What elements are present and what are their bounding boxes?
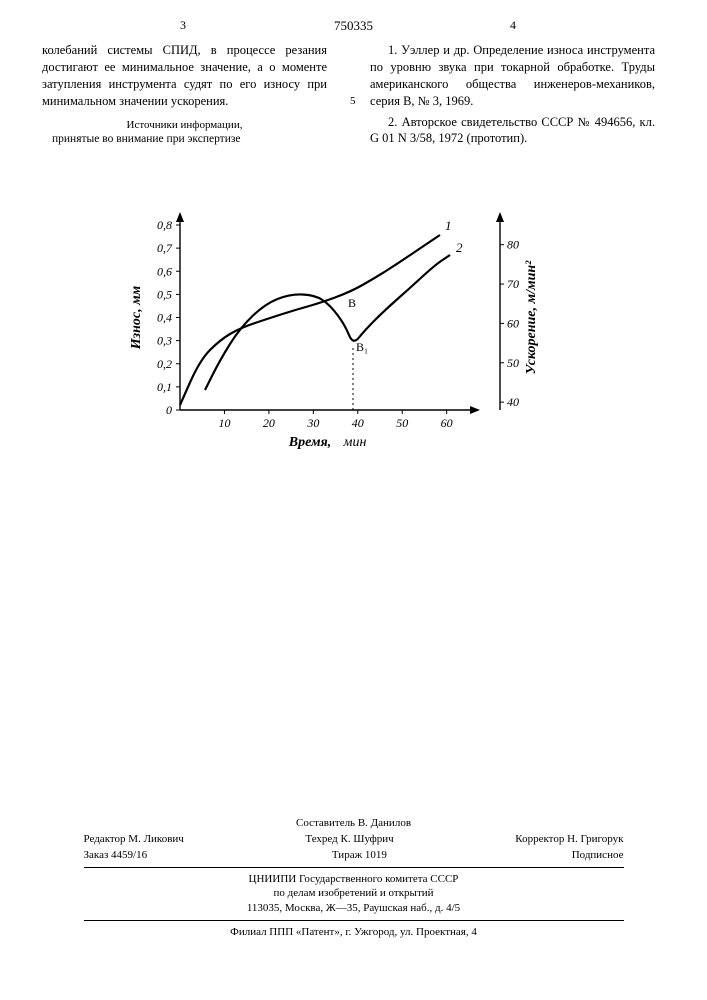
footer-org2: по делам изобретений и открытий: [84, 886, 624, 901]
svg-text:Износ, мм: Износ, мм: [130, 285, 144, 350]
svg-text:В: В: [348, 296, 356, 310]
footer-subscription: Подписное: [572, 848, 624, 863]
footer-tech-editor: Техред К. Шуфрич: [305, 832, 393, 847]
footer-corrector: Корректор Н. Григорук: [515, 832, 623, 847]
left-page-number: 3: [180, 18, 186, 33]
right-page-number: 4: [510, 18, 516, 33]
footer-block: Составитель В. Данилов Редактор М. Ликов…: [84, 816, 624, 940]
svg-text:20: 20: [263, 416, 275, 430]
left-column: колебаний системы СПИД, в процессе реза­…: [42, 42, 327, 148]
svg-text:0,8: 0,8: [157, 218, 172, 232]
svg-text:В₁: В₁: [356, 340, 368, 354]
footer-compiler: Составитель В. Данилов: [84, 816, 624, 831]
wear-acceleration-chart: 0 0,1 0,2 0,3 0,4 0,5 0,6 0,7 0,8 40 50 60 70 80 10 20 3…: [130, 210, 570, 470]
left-para1: колебаний системы СПИД, в процессе реза­…: [42, 42, 327, 110]
svg-text:70: 70: [507, 277, 519, 291]
svg-text:10: 10: [218, 416, 230, 430]
svg-text:50: 50: [396, 416, 408, 430]
svg-text:30: 30: [306, 416, 319, 430]
svg-text:40: 40: [352, 416, 364, 430]
svg-text:60: 60: [507, 316, 519, 330]
svg-text:0,7: 0,7: [157, 241, 173, 255]
footer-addr1: 113035, Москва, Ж—35, Раушская наб., д. …: [84, 901, 624, 916]
svg-text:60: 60: [441, 416, 453, 430]
reference-2: 2. Авторское свидетельство СССР № 494656…: [370, 114, 655, 148]
svg-text:0,1: 0,1: [157, 380, 172, 394]
svg-text:0,4: 0,4: [157, 311, 172, 325]
footer-addr2: Филиал ППП «Патент», г. Ужгород, ул. Про…: [84, 925, 624, 940]
sources-sub: принятые во внимание при экспертизе: [42, 132, 327, 148]
svg-text:0: 0: [166, 403, 172, 417]
footer-editor: Редактор М. Ликович: [84, 832, 184, 847]
right-column: 1. Уэллер и др. Определение износа ин­ст…: [370, 42, 655, 147]
svg-text:Ускорение, м/мин²: Ускорение, м/мин²: [524, 260, 539, 374]
footer-circulation: Тираж 1019: [332, 848, 387, 863]
svg-text:2: 2: [456, 240, 463, 255]
svg-text:0,6: 0,6: [157, 264, 172, 278]
svg-text:1: 1: [445, 218, 452, 233]
reference-1: 1. Уэллер и др. Определение износа ин­ст…: [370, 42, 655, 110]
footer-org1: ЦНИИПИ Государственного комитета СССР: [84, 872, 624, 887]
svg-text:50: 50: [507, 356, 519, 370]
svg-text:мин: мин: [343, 435, 367, 450]
line-marker: 5: [350, 95, 356, 107]
svg-text:Время,: Время,: [288, 435, 332, 450]
svg-text:40: 40: [507, 395, 519, 409]
svg-text:80: 80: [507, 238, 519, 252]
svg-text:0,5: 0,5: [157, 287, 172, 301]
svg-text:0,3: 0,3: [157, 334, 172, 348]
document-number: 750335: [334, 18, 373, 34]
sources-heading: Источники информации,: [42, 118, 327, 133]
footer-order: Заказ 4459/16: [84, 848, 148, 863]
svg-text:0,2: 0,2: [157, 357, 172, 371]
